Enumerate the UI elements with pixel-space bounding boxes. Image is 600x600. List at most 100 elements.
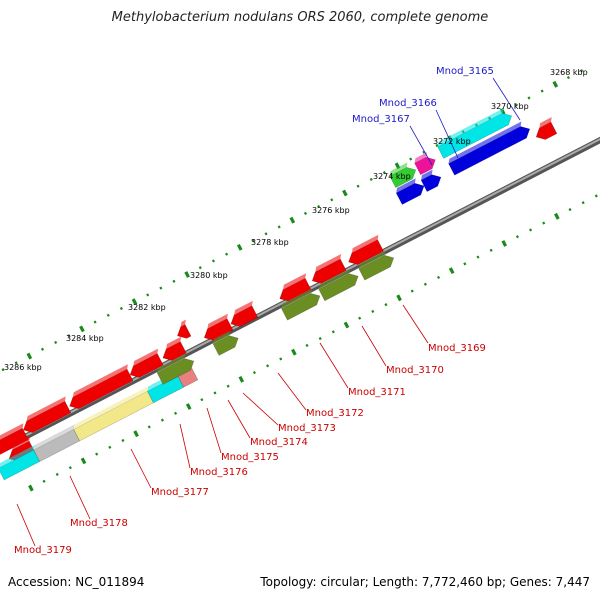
label-leaders xyxy=(16,77,521,547)
kbp-label: 3276 kbp xyxy=(312,206,350,215)
label-leader xyxy=(361,325,387,367)
tick-mark-lower xyxy=(384,303,388,307)
tick-mark-upper xyxy=(356,184,360,188)
tick-mark-upper xyxy=(146,293,150,297)
gene-feature-blue xyxy=(448,126,531,176)
gene-feature-shade xyxy=(166,336,182,349)
tick-mark-upper xyxy=(26,352,33,360)
label-leader xyxy=(242,392,279,426)
tick-mark-lower xyxy=(305,343,309,347)
kbp-label: 3268 kbp xyxy=(550,68,588,77)
gene-feature-shade xyxy=(157,353,186,373)
tick-mark-lower xyxy=(160,418,164,422)
tick-mark-upper xyxy=(184,271,190,278)
tick-mark-upper xyxy=(67,334,71,338)
gene-feature-shade xyxy=(133,348,159,366)
tick-mark-lower xyxy=(343,321,350,329)
tick-mark-upper xyxy=(342,189,348,197)
tick-mark-upper xyxy=(54,340,58,345)
label-leader xyxy=(179,423,191,469)
tick-mark-lower xyxy=(68,466,72,470)
gene-feature-shade xyxy=(234,300,253,315)
gene-feature-shade xyxy=(73,386,149,430)
kbp-label: 3274 kbp xyxy=(373,172,411,181)
gene-feature-shade xyxy=(389,162,408,177)
tick-mark-lower xyxy=(252,370,256,375)
tick-track-lower xyxy=(28,194,598,492)
gene-feature-shade xyxy=(283,273,307,290)
gene-feature-shade xyxy=(318,268,350,290)
tick-mark-lower xyxy=(200,398,204,402)
label-leader xyxy=(130,448,152,489)
gene-feature-olive xyxy=(281,293,321,321)
genome-stats-text: Topology: circular; Length: 7,772,460 bp… xyxy=(260,575,590,589)
kbp-label: 3286 kbp xyxy=(4,363,42,372)
gene-labels: Mnod_3165 Mnod_3166 Mnod_3167 Mnod_3169 Mnod… xyxy=(14,66,494,556)
gene-feature-shade xyxy=(0,445,35,468)
gene-feature-shade xyxy=(437,108,504,147)
label-leader xyxy=(227,399,251,439)
tick-mark-upper xyxy=(514,103,518,107)
tick-mark-upper xyxy=(119,306,123,311)
tick-mark-lower xyxy=(174,411,178,415)
accession-text: Accession: NC_011894 xyxy=(8,575,145,589)
gene-feature-olive xyxy=(156,358,195,385)
tick-mark-upper xyxy=(1,368,5,372)
tick-mark-lower xyxy=(121,438,125,443)
label-leader xyxy=(409,125,433,166)
tick-mark-upper xyxy=(131,298,138,306)
gene-feature-shade xyxy=(26,396,66,422)
gene-feature-shade xyxy=(539,117,552,128)
tick-mark-lower xyxy=(463,262,467,266)
tick-mark-lower xyxy=(423,282,427,286)
tick-mark-upper xyxy=(382,171,386,175)
tick-mark-lower xyxy=(331,330,335,334)
tick-mark-lower xyxy=(542,221,546,225)
label-leader xyxy=(206,407,222,454)
gene-label: Mnod_3167 xyxy=(352,114,410,125)
tick-mark-upper xyxy=(225,252,229,256)
kbp-scale-labels: 3268 kbp 3270 kbp 3272 kbp 3274 kbp 3276 kbp… xyxy=(4,68,588,372)
tick-mark-lower xyxy=(147,425,151,429)
gene-feature-shade xyxy=(351,234,379,254)
tick-mark-lower xyxy=(318,337,322,341)
gene-label: Mnod_3171 xyxy=(348,387,406,398)
tick-mark-upper xyxy=(172,279,176,283)
tick-mark-lower xyxy=(568,207,572,212)
tick-mark-upper xyxy=(14,361,18,365)
tick-mark-lower xyxy=(279,357,283,361)
gene-label: Mnod_3169 xyxy=(428,343,486,354)
map-title: Methylobacterium nodulans ORS 2060, comp… xyxy=(111,10,489,25)
tick-mark-lower xyxy=(185,403,192,410)
tick-mark-lower xyxy=(489,248,493,252)
tick-mark-lower xyxy=(554,212,560,220)
tick-mark-lower xyxy=(108,445,112,449)
tick-mark-upper xyxy=(540,89,544,93)
label-leader xyxy=(402,304,429,344)
tick-mark-lower xyxy=(213,391,217,395)
tick-mark-upper xyxy=(264,232,268,236)
gene-label: Mnod_3177 xyxy=(151,487,209,498)
kbp-label: 3280 kbp xyxy=(190,271,228,280)
tick-mark-lower xyxy=(529,228,533,232)
tick-mark-upper xyxy=(236,243,243,251)
gene-label: Mnod_3166 xyxy=(379,98,437,109)
gene-label: Mnod_3165 xyxy=(436,66,494,77)
tick-mark-lower xyxy=(95,452,99,456)
tick-mark-lower xyxy=(42,479,46,483)
gene-feature-shade xyxy=(396,178,416,193)
tick-mark-upper xyxy=(330,198,334,202)
gene-feature-shade xyxy=(180,319,186,327)
label-leader xyxy=(277,372,307,411)
gene-label: Mnod_3172 xyxy=(306,408,364,419)
tick-mark-upper xyxy=(552,80,559,88)
tick-mark-upper xyxy=(289,216,296,224)
gene-feature-red xyxy=(69,368,134,410)
tick-mark-upper xyxy=(211,259,215,263)
tick-mark-lower xyxy=(266,364,270,368)
gene-feature-shade xyxy=(207,313,228,329)
gene-feature-cyan xyxy=(437,112,513,159)
tick-mark-lower xyxy=(501,240,508,247)
gene-feature-shade xyxy=(414,152,427,164)
